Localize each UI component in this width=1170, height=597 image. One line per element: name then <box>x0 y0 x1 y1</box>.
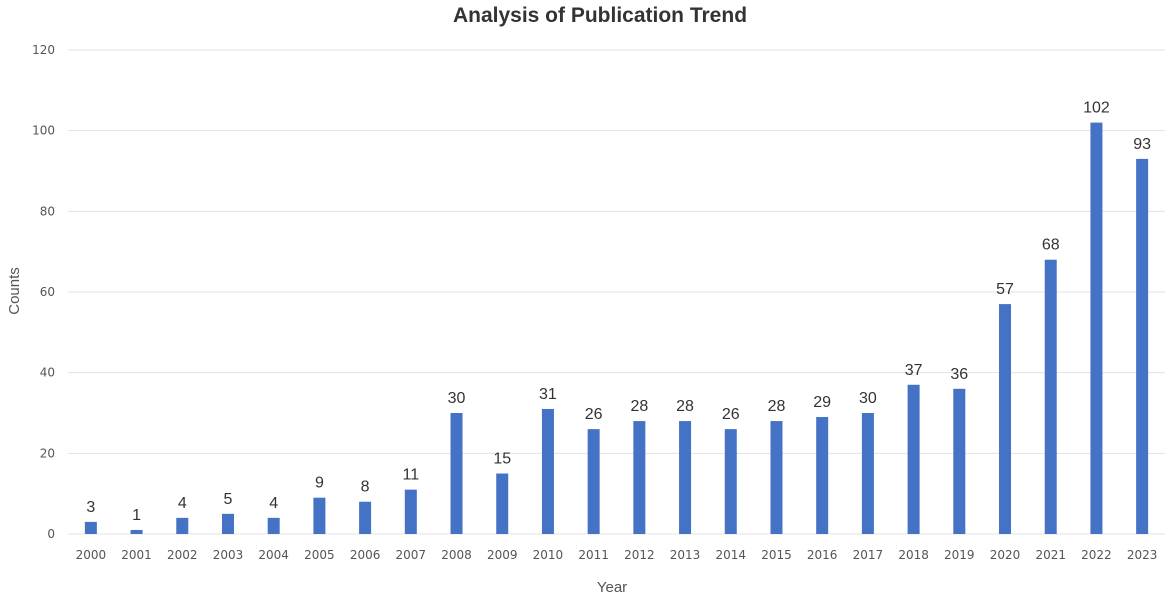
bar <box>633 421 646 534</box>
data-label: 30 <box>448 390 466 407</box>
bar <box>496 473 509 534</box>
bar <box>816 417 829 534</box>
data-label: 26 <box>722 406 740 423</box>
data-label: 1 <box>132 507 141 524</box>
x-tick-label: 2005 <box>304 548 335 562</box>
x-tick-label: 2017 <box>853 548 884 562</box>
x-tick-label: 2012 <box>624 548 655 562</box>
data-label: 8 <box>361 479 370 496</box>
x-tick-label: 2019 <box>944 548 975 562</box>
data-label: 29 <box>813 394 831 411</box>
bar <box>130 529 143 534</box>
x-tick-label: 2007 <box>396 548 427 562</box>
data-label: 37 <box>905 362 923 379</box>
bar <box>724 429 737 534</box>
data-label: 102 <box>1083 100 1110 117</box>
x-tick-label: 2001 <box>121 548 152 562</box>
bar <box>1136 158 1149 534</box>
x-tick-label: 2008 <box>441 548 472 562</box>
bar <box>907 384 920 534</box>
x-axis-ticks: 2000 2001 2002 2003 2004 2005 2006 2007 2008 2009… <box>76 548 1158 562</box>
y-tick-label: 120 <box>32 43 55 57</box>
data-label: 11 <box>403 467 420 484</box>
y-tick-label: 40 <box>40 366 55 380</box>
data-label: 4 <box>269 495 278 512</box>
bar <box>861 413 874 534</box>
x-tick-label: 2011 <box>578 548 609 562</box>
bar <box>221 513 234 534</box>
x-tick-label: 2021 <box>1035 548 1066 562</box>
x-tick-label: 2014 <box>715 548 746 562</box>
bar <box>313 497 326 534</box>
data-label: 31 <box>539 386 557 403</box>
x-tick-label: 2004 <box>258 548 289 562</box>
bar <box>450 413 463 534</box>
x-tick-label: 2010 <box>533 548 564 562</box>
data-label: 5 <box>224 491 233 508</box>
data-label: 30 <box>859 390 877 407</box>
y-axis-ticks: 0 20 40 60 80 100 120 <box>32 43 55 541</box>
bar <box>679 421 692 534</box>
x-tick-label: 2018 <box>898 548 929 562</box>
data-label: 15 <box>493 451 511 468</box>
x-tick-label: 2022 <box>1081 548 1112 562</box>
y-tick-label: 0 <box>47 527 55 541</box>
y-tick-label: 20 <box>40 446 55 460</box>
x-tick-label: 2009 <box>487 548 518 562</box>
data-label: 28 <box>676 398 694 415</box>
bar <box>587 429 600 534</box>
bar <box>1090 122 1103 534</box>
bar <box>541 408 554 534</box>
bar <box>267 517 280 534</box>
data-label: 28 <box>630 398 648 415</box>
bar <box>1044 259 1057 534</box>
bar <box>176 517 189 534</box>
bar <box>359 501 372 534</box>
data-label: 57 <box>996 281 1014 298</box>
gridlines <box>68 49 1165 535</box>
y-axis-title: Counts <box>6 267 23 315</box>
data-label: 68 <box>1042 237 1060 254</box>
data-label: 3 <box>86 499 95 516</box>
chart-title: Analysis of Publication Trend <box>453 4 747 27</box>
bar <box>84 521 97 534</box>
data-label: 26 <box>585 406 603 423</box>
x-tick-label: 2003 <box>213 548 244 562</box>
y-tick-label: 60 <box>40 285 55 299</box>
bars <box>84 122 1149 534</box>
y-tick-label: 100 <box>32 124 55 138</box>
bar <box>770 421 783 534</box>
data-label: 93 <box>1133 136 1151 153</box>
x-tick-label: 2016 <box>807 548 838 562</box>
x-axis-title: Year <box>597 579 627 596</box>
x-tick-label: 2015 <box>761 548 792 562</box>
data-label: 9 <box>315 475 324 492</box>
x-tick-label: 2006 <box>350 548 381 562</box>
bar <box>999 304 1012 534</box>
x-tick-label: 2020 <box>990 548 1021 562</box>
x-tick-label: 2002 <box>167 548 198 562</box>
data-label: 36 <box>950 366 968 383</box>
bar <box>953 388 966 534</box>
data-label: 4 <box>178 495 187 512</box>
y-tick-label: 80 <box>40 204 55 218</box>
data-label: 28 <box>768 398 786 415</box>
x-tick-label: 2013 <box>670 548 701 562</box>
x-tick-label: 2000 <box>76 548 107 562</box>
x-tick-label: 2023 <box>1127 548 1158 562</box>
bar <box>404 489 417 534</box>
